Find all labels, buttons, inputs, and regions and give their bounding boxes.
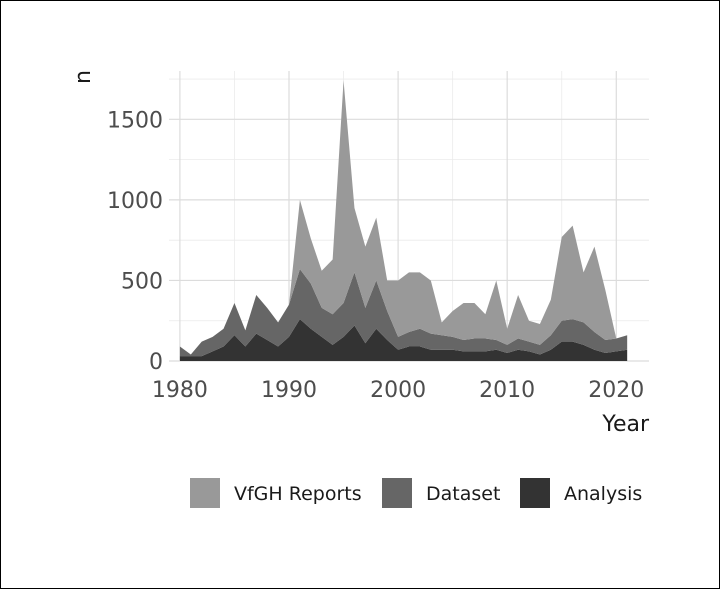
x-tick-label: 1980 [152,378,208,403]
y-tick-label: 1000 [107,189,163,214]
area-dataset [179,269,628,357]
y-tick-label: 500 [121,269,163,294]
area-vfgh-reports [179,80,628,355]
legend-key-vfgh-reports [190,478,220,508]
y-axis-ticks: 0 500 1000 1500 [107,108,163,375]
legend-key-analysis [520,478,550,508]
legend-label-dataset: Dataset [426,483,500,505]
x-axis-ticks: 1980 1990 2000 2010 2020 [152,378,644,403]
legend-label-vfgh-reports: VfGH Reports [234,483,362,505]
legend-label-analysis: Analysis [564,483,642,505]
y-tick-label: 0 [149,350,163,375]
x-axis-title: Year [601,412,650,437]
area-analysis [179,319,628,361]
y-axis-title: n [71,70,96,84]
legend: VfGH Reports Dataset Analysis [190,478,642,508]
x-tick-label: 1990 [261,378,317,403]
y-tick-label: 1500 [107,108,163,133]
legend-key-dataset [382,478,412,508]
area-series [179,80,628,361]
x-tick-label: 2010 [479,378,535,403]
x-tick-label: 2020 [588,378,644,403]
x-tick-label: 2000 [370,378,426,403]
